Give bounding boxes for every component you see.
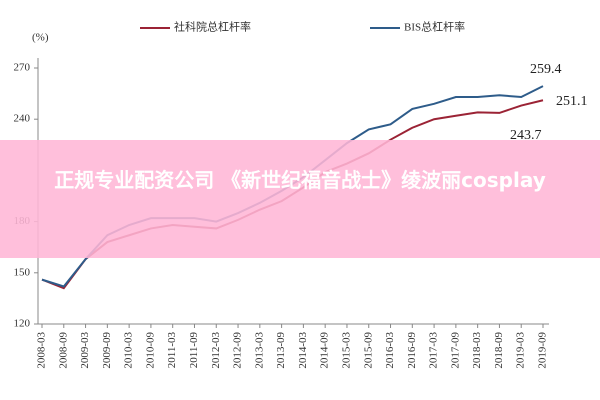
x-tick-label: 2017-03 [428, 332, 440, 369]
x-tick-label: 2019-03 [515, 332, 527, 369]
x-tick-label: 2015-09 [362, 332, 374, 369]
x-tick-label: 2019-09 [537, 332, 549, 369]
y-tick-label: 240 [14, 113, 31, 125]
annotation: 259.4 [530, 62, 562, 77]
x-tick-label: 2011-09 [188, 332, 200, 369]
x-tick-label: 2016-03 [384, 332, 396, 369]
y-tick-label: 270 [14, 62, 31, 74]
y-tick-label: 150 [14, 266, 31, 278]
x-tick-label: 2008-03 [36, 332, 48, 369]
x-tick-label: 2012-03 [210, 332, 222, 369]
x-tick-label: 2018-09 [493, 332, 505, 369]
x-tick-label: 2015-03 [340, 332, 352, 369]
ad-banner[interactable]: 正规专业配资公司 《新世纪福音战士》绫波丽cosplay [0, 140, 600, 258]
x-tick-label: 2014-03 [297, 332, 309, 369]
legend-label: 社科院总杠杆率 [174, 20, 251, 34]
x-tick-label: 2010-03 [123, 332, 135, 369]
x-tick-label: 2009-09 [101, 332, 113, 369]
x-tick-label: 2017-09 [449, 332, 461, 369]
x-tick-label: 2013-03 [253, 332, 265, 369]
x-tick-label: 2014-09 [319, 332, 331, 369]
y-tick-label: 120 [14, 318, 31, 330]
y-axis-label: (%) [32, 32, 49, 44]
x-tick-label: 2011-03 [166, 332, 178, 369]
annotation: 251.1 [556, 94, 588, 109]
x-tick-label: 2012-09 [232, 332, 244, 369]
x-tick-label: 2013-09 [275, 332, 287, 369]
legend-label: BIS总杠杆率 [404, 20, 465, 34]
x-tick-label: 2016-09 [406, 332, 418, 369]
annotation: 243.7 [510, 128, 542, 143]
x-tick-label: 2008-09 [57, 332, 69, 369]
x-tick-label: 2010-09 [144, 332, 156, 369]
x-tick-label: 2018-03 [471, 332, 483, 369]
x-tick-label: 2009-03 [79, 332, 91, 369]
